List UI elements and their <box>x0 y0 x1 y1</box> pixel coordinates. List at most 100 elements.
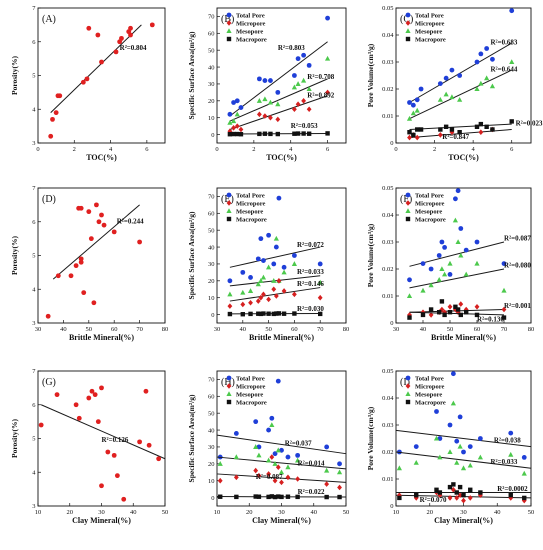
data-point <box>91 300 97 306</box>
r2-label: R²=0.033 <box>491 458 518 466</box>
data-point <box>269 494 275 499</box>
data-point <box>266 296 271 303</box>
data-point <box>137 439 143 445</box>
r2-label: R²=0.001 <box>504 302 531 310</box>
x-tick-label: 0 <box>215 146 218 153</box>
x-tick-label: 30 <box>393 326 400 333</box>
x-tick-label: 50 <box>528 509 535 516</box>
r2-label: R²=0.080 <box>504 262 531 270</box>
x-tick-label: 30 <box>278 509 285 516</box>
legend-marker-total <box>226 375 232 381</box>
data-point <box>447 272 453 277</box>
data-point <box>461 493 466 498</box>
data-point <box>275 378 281 384</box>
data-point <box>463 271 469 277</box>
x-tick-label: 40 <box>240 326 247 333</box>
data-point <box>324 494 329 500</box>
data-point <box>281 269 287 275</box>
data-point <box>255 281 261 287</box>
y-tick-label: 0 <box>211 312 214 319</box>
legend-marker-meso <box>226 208 232 213</box>
data-point <box>450 487 456 493</box>
panel-c: 0 2 4 6 0 0.01 0.02 0.03 0.04 0.05 TOC(%) Pore Volu… <box>366 5 543 162</box>
data-point <box>295 81 301 86</box>
data-point <box>474 260 480 266</box>
y-tick-label: 4 <box>32 106 36 113</box>
r2-label: R²=0.037 <box>285 439 312 447</box>
r2-label: R²=0.070 <box>420 496 447 504</box>
data-point <box>217 477 223 484</box>
x-axis-label: Brittle Mineral(%) <box>69 333 134 342</box>
y-tick-label: 6 <box>32 39 36 46</box>
data-point <box>478 121 484 127</box>
data-point <box>449 94 455 100</box>
legend-marker-micro <box>226 200 232 206</box>
data-point <box>467 462 473 468</box>
y-tick-label: 0.04 <box>382 212 394 219</box>
data-point <box>101 222 107 228</box>
data-point <box>156 456 162 462</box>
y-tick-label: 60 <box>208 211 215 218</box>
data-point <box>490 127 495 132</box>
data-point <box>266 471 271 477</box>
legend-marker-meso <box>405 28 411 33</box>
x-tick-label: 6 <box>145 146 149 153</box>
legend-label: Micropore <box>415 383 444 390</box>
plot-frame <box>37 7 166 144</box>
y-tick-label: 70 <box>208 14 215 21</box>
legend-label: Mesopore <box>236 208 263 215</box>
y-tick-label: 4 <box>32 469 36 476</box>
y-tick-label: 40 <box>208 244 215 251</box>
x-tick-label: 60 <box>474 326 481 333</box>
data-point <box>428 266 434 272</box>
x-axis-label: Clay Mineral(%) <box>252 516 311 525</box>
legend-label: Mesopore <box>415 391 442 398</box>
y-tick-label: 70 <box>208 194 215 201</box>
data-point <box>396 492 402 498</box>
x-tick-label: 70 <box>501 326 508 333</box>
data-point <box>463 247 469 253</box>
y-tick-label: 0.01 <box>382 476 393 483</box>
y-tick-label: 0.03 <box>382 59 393 66</box>
data-point <box>88 236 94 242</box>
data-point <box>217 461 223 466</box>
data-point <box>437 490 443 495</box>
plot-frame <box>395 7 532 144</box>
data-point <box>447 495 453 501</box>
data-point <box>306 106 312 113</box>
data-point <box>337 461 342 467</box>
data-point <box>113 49 119 55</box>
legend-label: Micropore <box>236 200 265 207</box>
data-point <box>457 492 463 498</box>
data-point <box>149 22 155 28</box>
data-point <box>84 76 90 82</box>
data-point <box>292 253 297 258</box>
y-tick-label: 0.04 <box>382 32 394 39</box>
x-axis-label: Brittle Mineral(%) <box>249 333 314 342</box>
data-point <box>443 75 449 81</box>
data-point <box>111 452 117 458</box>
data-point <box>285 474 291 481</box>
legend-label: Macropore <box>236 399 267 406</box>
data-point <box>273 293 279 299</box>
data-point <box>397 495 402 501</box>
data-point <box>238 105 244 110</box>
series-micro: R²=0.001 <box>407 301 531 318</box>
data-point <box>317 261 323 267</box>
y-tick-label: 20 <box>208 98 215 105</box>
r2-label: R²=0.146 <box>297 280 324 288</box>
y-tick-label: 0.02 <box>382 266 393 273</box>
data-point <box>92 392 98 398</box>
series-total: R²=0.087 <box>407 188 531 283</box>
y-tick-label: 4 <box>32 286 36 293</box>
data-point <box>413 495 419 501</box>
data-point <box>261 258 266 263</box>
data-point <box>119 35 124 41</box>
x-tick-label: 2 <box>73 146 76 153</box>
data-point <box>317 279 323 285</box>
data-point <box>451 482 456 487</box>
data-point <box>501 287 507 293</box>
data-point <box>262 96 268 102</box>
data-point <box>73 263 79 269</box>
